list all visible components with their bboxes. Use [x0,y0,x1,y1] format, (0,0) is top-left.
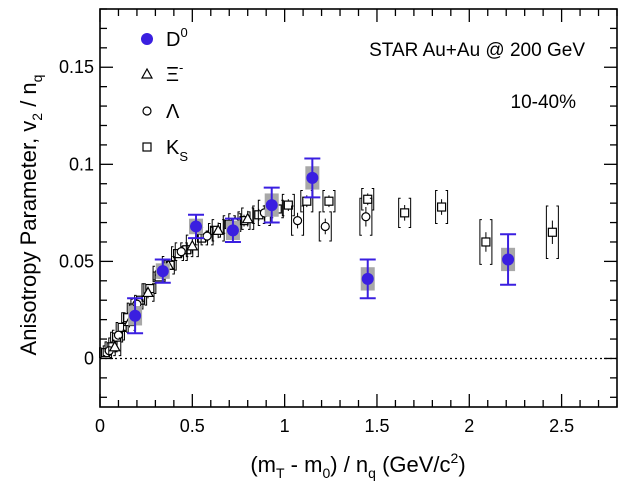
sys-bracket [211,219,215,242]
data-point [363,194,373,204]
d0-point [502,253,515,266]
x-tick-label: 1.5 [364,416,389,436]
data-point [481,237,491,247]
data-point [241,212,254,224]
y-axis-label: Anisotropy Parameter, v2 / nq [16,75,45,356]
sys-bracket [301,205,305,236]
sys-bracket [556,205,559,260]
sys-bracket [479,219,482,265]
sys-bracket [489,219,493,265]
d0-point [190,220,203,233]
sys-bracket [241,207,244,230]
tick-labels: 0 0.5 1 1.5 2 2.5 0 0.05 0.1 0.15 [59,57,574,436]
sys-bracket [369,197,373,236]
sys-bracket [152,265,156,281]
sys-bracket [281,193,285,217]
x-tick-label: 0.5 [180,416,205,436]
series-0 [127,157,517,335]
data-point [547,227,557,237]
data-point [400,208,410,218]
x-tick-label: 2 [464,416,474,436]
sys-bracket [141,283,145,302]
data-point [108,340,121,352]
data-point [324,196,334,206]
data-point [117,322,127,332]
sys-bracket [174,242,178,261]
data-point [113,330,124,340]
legend-label-1: Ξ- [166,60,183,86]
sys-bracket [361,188,364,211]
sys-bracket [292,193,295,217]
data-point [320,221,330,232]
x-tick-label: 0 [95,416,105,436]
legend: D0 Ξ- Λ KS [140,25,188,164]
sys-bracket [196,234,199,258]
legend-marker-3 [142,142,152,152]
legend-label-3: KS [166,137,188,164]
data-point [361,212,371,222]
legend-marker-1 [140,67,154,79]
sys-bracket [398,197,401,228]
sys-bracket [359,197,362,236]
d0-point [306,171,319,184]
y-tick-label: 0.1 [69,154,94,174]
sys-bracket [257,199,261,227]
sys-bracket [300,189,303,213]
d0-point [129,309,142,322]
d0-point [156,265,169,278]
axis-ticks [99,8,618,407]
legend-marker-2 [142,106,152,116]
sys-bracket [172,256,175,275]
d0-point [265,199,278,212]
y-tick-label: 0.15 [59,57,94,77]
sys-bracket [545,205,549,260]
sys-bracket [371,188,375,211]
y-tick-label: 0.05 [59,251,94,271]
sys-bracket [111,329,115,341]
data-point [292,216,303,226]
legend-marker-0 [141,33,153,45]
sys-bracket [102,345,106,357]
y-tick-label: 0 [84,348,94,368]
sys-bracket [445,189,449,225]
data-point [302,196,312,206]
sys-bracket [171,246,174,261]
sys-bracket [185,234,189,258]
sys-bracket [408,197,412,228]
data-point [212,224,225,235]
data-point [436,202,447,212]
sys-bracket [118,337,122,357]
x-tick-label: 2.5 [549,416,574,436]
x-tick-label: 1 [280,416,290,436]
data-markers [99,157,559,359]
data-point [186,239,199,251]
sys-bracket [108,337,111,357]
sys-bracket [152,283,155,302]
sys-bracket [318,211,322,242]
sys-bracket [222,219,225,242]
sys-bracket [123,312,126,331]
sys-bracket [110,331,113,343]
sys-bracket [121,312,124,324]
sys-bracket [291,205,294,236]
data-point [202,231,212,241]
data-point [283,200,293,210]
d0-point [226,224,239,237]
experiment-annotation: STAR Au+Au @ 200 GeV [369,40,585,61]
data-point [141,286,155,298]
sys-bracket [329,211,332,242]
sys-bracket [322,189,325,213]
x-axis-label: (mT - m0) / nq (GeV/c2) [250,450,465,481]
data-point [176,247,186,257]
sys-bracket [435,189,438,225]
sys-bracket [251,207,255,230]
legend-label-0: D0 [166,25,188,51]
legend-label-2: Λ [166,101,180,123]
d0-point [361,272,374,285]
sys-bracket [332,189,336,213]
centrality-annotation: 10-40% [511,92,577,113]
